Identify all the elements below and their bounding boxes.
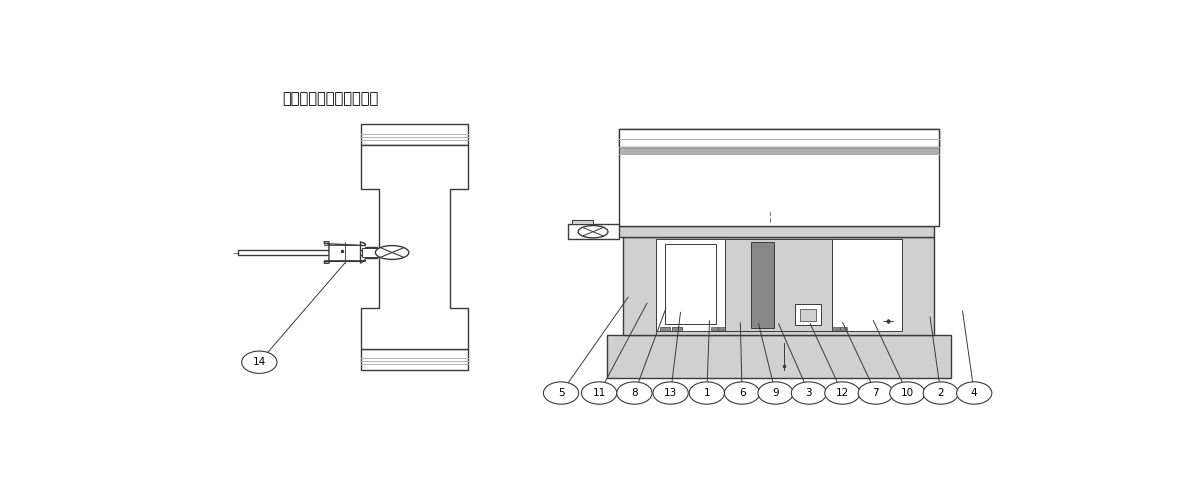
Ellipse shape (653, 382, 689, 404)
Bar (612, 226, 934, 237)
Ellipse shape (824, 382, 860, 404)
Polygon shape (325, 242, 365, 264)
Bar (238, 250, 379, 255)
Ellipse shape (581, 382, 617, 404)
Bar (362, 248, 377, 257)
Bar (361, 124, 468, 144)
Ellipse shape (924, 382, 958, 404)
Bar (840, 327, 847, 330)
Bar (800, 310, 816, 321)
Bar (833, 327, 840, 330)
Ellipse shape (617, 382, 652, 404)
Ellipse shape (544, 382, 579, 404)
Ellipse shape (725, 382, 760, 404)
Bar (751, 242, 774, 328)
Ellipse shape (890, 382, 925, 404)
Text: 8: 8 (631, 388, 637, 398)
Ellipse shape (956, 382, 992, 404)
Text: 7: 7 (872, 388, 879, 398)
Text: 12: 12 (836, 388, 849, 398)
Bar (568, 224, 618, 239)
Circle shape (579, 226, 607, 238)
Bar (618, 130, 939, 226)
Ellipse shape (758, 382, 793, 404)
Circle shape (375, 246, 409, 260)
Bar (665, 244, 716, 324)
Bar (573, 220, 593, 224)
Bar (710, 327, 718, 330)
Text: 6: 6 (739, 388, 745, 398)
Bar (795, 304, 821, 325)
Text: 13: 13 (664, 388, 677, 398)
Bar (618, 146, 939, 154)
Text: 5: 5 (558, 388, 564, 398)
Bar (660, 327, 670, 330)
Bar (726, 239, 833, 330)
Bar (655, 239, 726, 330)
Text: 4: 4 (970, 388, 978, 398)
Bar (361, 349, 468, 370)
Bar (833, 239, 902, 330)
Ellipse shape (858, 382, 894, 404)
Ellipse shape (689, 382, 725, 404)
Bar (606, 336, 951, 378)
Bar (365, 246, 377, 258)
Text: 11: 11 (593, 388, 606, 398)
Bar (718, 327, 726, 330)
Text: 9: 9 (773, 388, 779, 398)
Bar (623, 237, 934, 336)
Text: 3: 3 (805, 388, 812, 398)
Text: 14: 14 (253, 357, 266, 367)
Polygon shape (361, 144, 468, 349)
Ellipse shape (792, 382, 827, 404)
Text: ロッド先端おねじの場合: ロッド先端おねじの場合 (283, 91, 379, 106)
Text: 1: 1 (703, 388, 710, 398)
Text: 2: 2 (938, 388, 944, 398)
Text: 10: 10 (901, 388, 914, 398)
Bar (618, 130, 939, 146)
Ellipse shape (242, 351, 277, 374)
Bar (672, 327, 682, 330)
